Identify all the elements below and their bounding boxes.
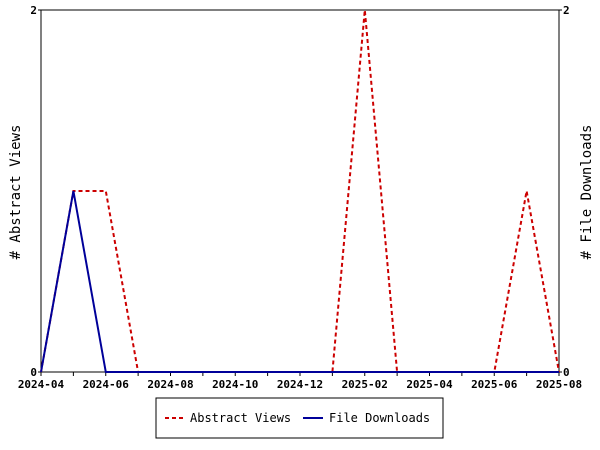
plot-frame (40, 9, 560, 373)
x-tick-label-2024-10: 2024-10 (212, 378, 258, 391)
right-axis-title: # File Downloads (579, 125, 595, 260)
y-right-tick-label-0: 0 (563, 366, 570, 379)
x-tick-label-2025-02: 2025-02 (342, 378, 388, 391)
legend-label-file-downloads: File Downloads (329, 411, 430, 425)
x-tick-label-2024-08: 2024-08 (147, 378, 193, 391)
x-tick-label-2025-04: 2025-04 (406, 378, 453, 391)
left-axis-title-text: # Abstract Views (8, 125, 24, 260)
legend: Abstract Views File Downloads (155, 397, 444, 439)
x-tick-label-2025-06: 2025-06 (471, 378, 518, 391)
y-right-tick-label-2: 2 (563, 4, 570, 17)
left-axis-title: # Abstract Views (8, 125, 24, 260)
legend-box (155, 397, 444, 439)
series-line-abstract-views (40, 9, 560, 373)
x-tick-label-2024-12: 2024-12 (277, 378, 323, 391)
x-tick-label-2025-08: 2025-08 (536, 378, 582, 391)
y-left-tick-label-0: 0 (30, 366, 37, 379)
right-axis-title-text: # File Downloads (579, 125, 595, 260)
legend-label-abstract-views: Abstract Views (190, 411, 291, 425)
x-tick-label-2024-06: 2024-06 (83, 378, 130, 391)
series-line-file-downloads (40, 190, 559, 373)
plot-area: 2024-04 2024-06 2024-08 2024-10 2024-12 2025-… (18, 4, 582, 391)
x-tick-label-2024-04: 2024-04 (18, 378, 65, 391)
y-left-tick-label-2: 2 (30, 4, 37, 17)
